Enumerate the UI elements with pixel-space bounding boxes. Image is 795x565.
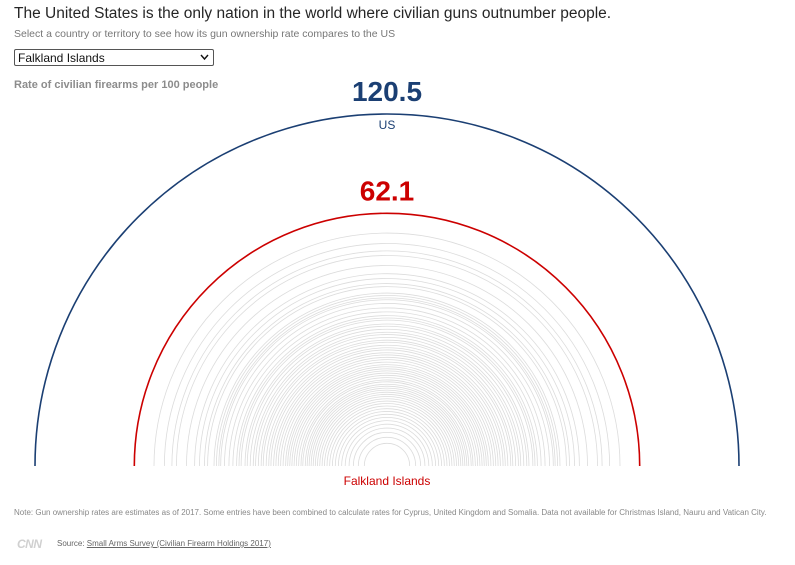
arc-other — [310, 389, 464, 467]
arc-other — [341, 420, 433, 467]
arc-other — [273, 352, 501, 467]
arc-other — [324, 403, 450, 467]
arc-other — [244, 323, 530, 467]
arc-other — [163, 243, 611, 467]
arc-other — [317, 396, 457, 467]
arc-other — [337, 417, 437, 467]
arc-other — [186, 265, 588, 467]
arc-other — [285, 364, 489, 467]
cnn-logo: CNN — [17, 537, 42, 551]
arc-other — [194, 273, 580, 467]
arc-other — [289, 368, 485, 467]
source-prefix: Source: — [57, 539, 87, 548]
arc-other — [308, 387, 466, 467]
arc-other — [300, 379, 474, 467]
arc-other — [306, 386, 468, 467]
arc-other — [363, 443, 411, 467]
source-line: Source: Small Arms Survey (Civilian Fire… — [57, 539, 271, 548]
arc-other — [240, 319, 534, 467]
country-select-value: Falkland Islands — [18, 50, 105, 65]
arc-other — [304, 384, 470, 467]
arc-other — [199, 278, 575, 467]
arc-other — [176, 255, 598, 467]
arc-other — [220, 299, 554, 467]
arc-other — [275, 354, 499, 467]
radial-chart: 120.5 US 62.1 Falkland Islands — [34, 76, 740, 488]
arc-other — [277, 356, 497, 467]
other-arcs-group — [153, 232, 621, 467]
arc-other — [357, 436, 417, 467]
arc-other — [249, 328, 525, 467]
us-name-label: US — [379, 118, 396, 132]
arc-other — [270, 349, 504, 467]
arc-other — [228, 307, 546, 467]
arc-other — [348, 427, 426, 467]
arc-other — [326, 405, 448, 467]
arc-other — [312, 392, 462, 467]
arc-other — [319, 398, 455, 467]
arc-other — [298, 377, 476, 467]
arc-other — [329, 408, 445, 467]
arc-other — [293, 372, 481, 467]
arc-us — [34, 113, 740, 467]
arc-other — [204, 283, 570, 467]
arc-other — [216, 295, 558, 467]
arc-other — [224, 303, 550, 467]
country-select[interactable]: Falkland Islands — [14, 49, 214, 66]
arc-other — [280, 359, 494, 467]
arc-other — [287, 366, 487, 467]
arc-other — [265, 344, 509, 467]
chart-axis-label: Rate of civilian firearms per 100 people — [14, 79, 219, 91]
arc-other — [236, 315, 538, 467]
arc-other — [153, 232, 621, 467]
arc-other — [252, 331, 522, 467]
footnote: Note: Gun ownership rates are estimates … — [14, 508, 767, 517]
arc-other — [246, 325, 528, 467]
arc-other — [218, 297, 556, 467]
page-title: The United States is the only nation in … — [14, 5, 612, 22]
arc-other — [213, 292, 561, 467]
arc-other — [334, 414, 440, 467]
arc-other — [295, 375, 479, 467]
arc-other — [302, 381, 472, 467]
selected-value-label: 62.1 — [360, 175, 415, 206]
arc-other — [260, 339, 514, 467]
source-link[interactable]: Small Arms Survey (Civilian Firearm Hold… — [86, 539, 271, 548]
chevron-down-icon — [199, 50, 210, 68]
arc-other — [262, 341, 512, 467]
page-subtitle: Select a country or territory to see how… — [14, 28, 396, 40]
us-value-label: 120.5 — [352, 76, 422, 107]
arc-other — [232, 311, 542, 467]
arc-other — [257, 337, 517, 467]
arc-other — [268, 347, 506, 467]
arc-other — [207, 286, 567, 467]
arc-other — [171, 250, 603, 467]
arc-other — [238, 317, 536, 467]
arc-other — [314, 394, 460, 467]
arc-selected — [133, 212, 641, 467]
arc-other — [321, 400, 453, 467]
selected-name-label: Falkland Islands — [344, 474, 431, 488]
arc-other — [255, 334, 519, 467]
arc-other — [344, 424, 430, 467]
arc-other — [331, 410, 443, 467]
arc-other — [352, 432, 422, 467]
arc-other — [291, 370, 483, 467]
arc-other — [282, 361, 492, 467]
